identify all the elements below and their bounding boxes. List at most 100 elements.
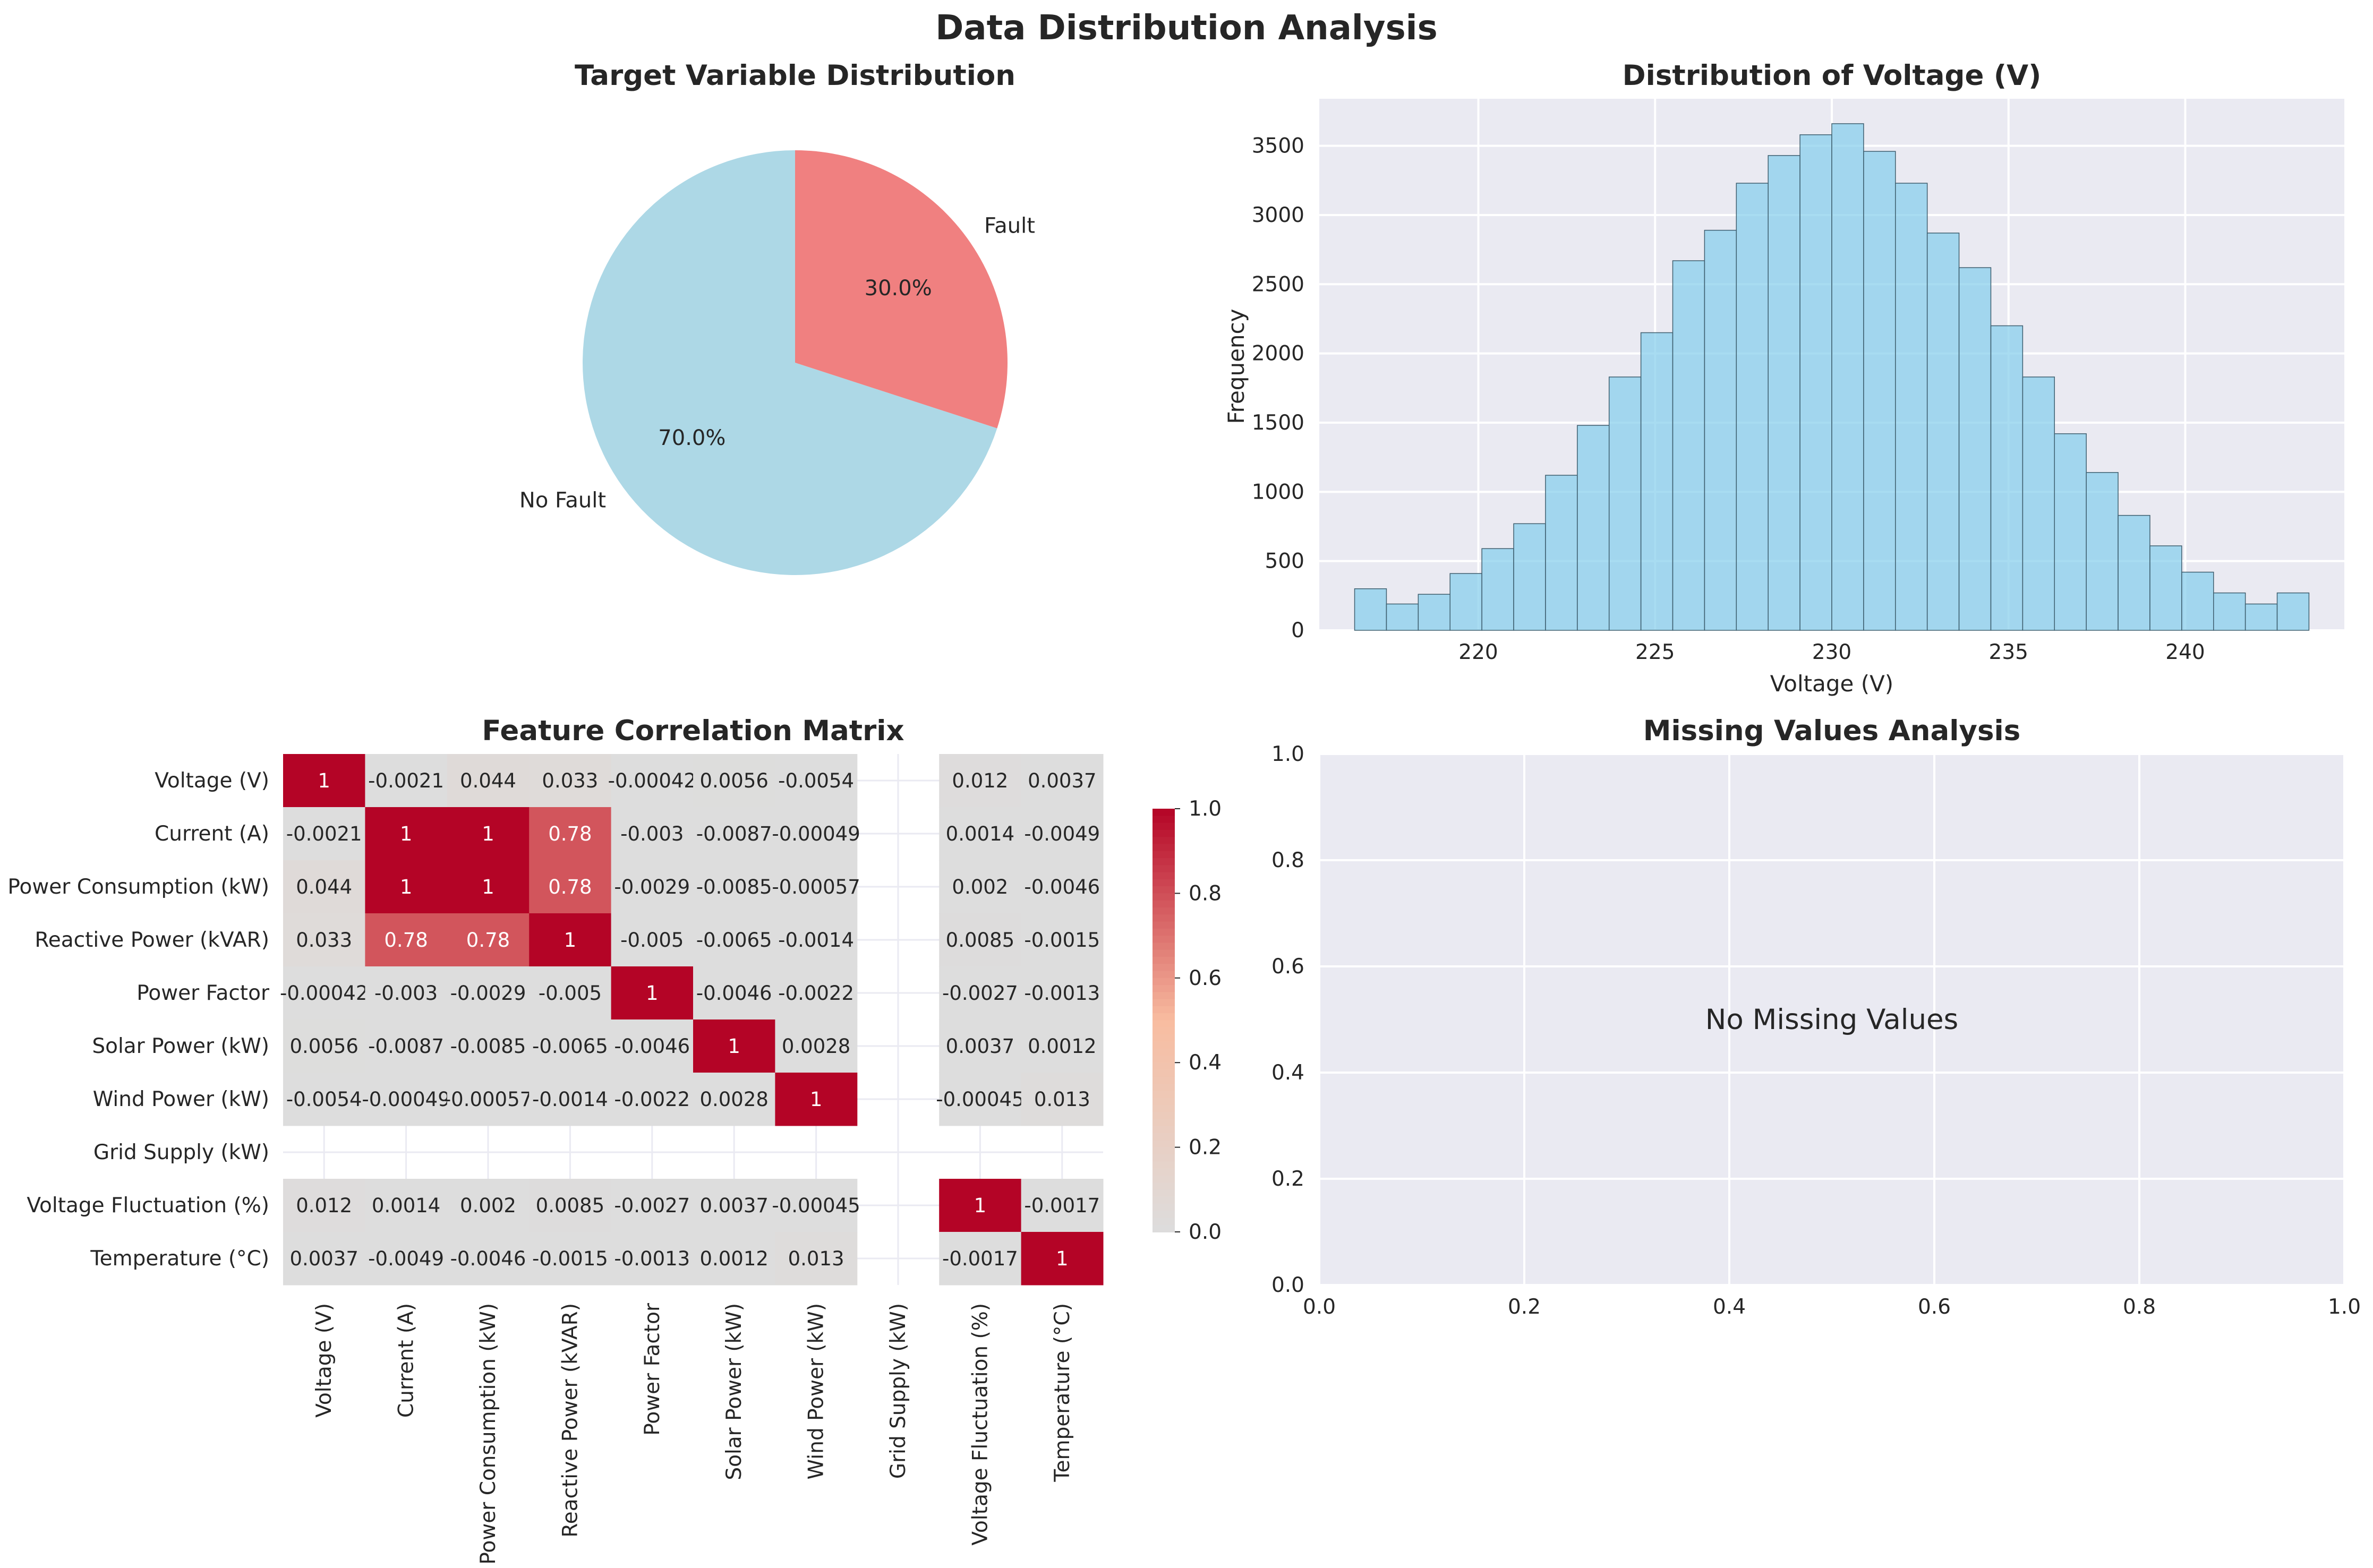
heatmap-cell xyxy=(1021,1232,1104,1286)
heatmap-cell-label: -0.00057 xyxy=(444,1088,532,1111)
heatmap-cell xyxy=(775,913,858,967)
heatmap-cell-label: -0.0014 xyxy=(778,929,854,952)
heatmap-cell xyxy=(447,1232,530,1286)
heatmap-cell xyxy=(775,1073,858,1126)
heatmap-cell xyxy=(447,913,530,967)
histogram-bar xyxy=(2022,376,2055,631)
heatmap-cell xyxy=(693,913,775,967)
heatmap-cell xyxy=(611,913,694,967)
heatmap-cell xyxy=(775,807,858,861)
heatmap-cell xyxy=(775,966,858,1020)
heatmap-cell-label: 1 xyxy=(318,769,330,792)
heatmap-cell xyxy=(939,1073,1022,1126)
colorbar-segment xyxy=(1153,936,1175,944)
heatmap-cell xyxy=(693,1019,775,1073)
heatmap-cell-label: -0.0021 xyxy=(286,822,362,845)
colorbar-segment xyxy=(1153,1154,1175,1162)
heatmap-cell-label: -0.0021 xyxy=(368,769,444,792)
heatmap-cell-label: 0.0014 xyxy=(372,1194,440,1217)
heatmap-cell-label: 1 xyxy=(564,929,577,952)
heatmap-cell-label: -0.0046 xyxy=(450,1247,526,1270)
heatmap-cell-label: 0.044 xyxy=(460,769,516,792)
histogram-bar xyxy=(1799,134,1832,631)
heatmap-cell-label: 0.0085 xyxy=(946,929,1014,952)
colorbar-segment xyxy=(1153,1189,1175,1197)
heatmap-row-label: Voltage Fluctuation (%) xyxy=(27,1194,269,1218)
heatmap-cell xyxy=(447,1179,530,1232)
heatmap-cell-label: -0.0027 xyxy=(614,1194,690,1217)
colorbar-segment xyxy=(1153,992,1175,1000)
heatmap-cell-label: -0.005 xyxy=(620,929,684,952)
heatmap-row-label: Power Consumption (kW) xyxy=(7,875,269,899)
histogram-y-tick: 3000 xyxy=(1252,203,1304,227)
heatmap-cell-label: 0.012 xyxy=(952,769,1008,792)
colorbar-tick-label: 0.4 xyxy=(1189,1051,1222,1075)
colorbar-segment xyxy=(1153,1048,1175,1056)
heatmap-cell xyxy=(283,966,365,1020)
colorbar-segment xyxy=(1153,886,1175,894)
heatmap-cell xyxy=(611,754,694,808)
heatmap-cell xyxy=(283,913,365,967)
heatmap-cell xyxy=(1021,860,1104,914)
heatmap-cell xyxy=(365,1073,448,1126)
colorbar-segment xyxy=(1153,1140,1175,1148)
colorbar-segment xyxy=(1153,1112,1175,1120)
heatmap-cell-label: -0.0022 xyxy=(778,982,854,1005)
heatmap-cell-label: 1 xyxy=(482,876,494,898)
histogram-bar xyxy=(1418,594,1450,631)
missing-x-tick: 0.0 xyxy=(1303,1295,1336,1319)
heatmap-col-label: Solar Power (kW) xyxy=(722,1303,746,1480)
heatmap-cell-label: 0.0028 xyxy=(699,1088,768,1111)
missing-values-plot-area xyxy=(1319,754,2344,1285)
histogram-bar xyxy=(1577,425,1610,631)
heatmap-cell-label: 0.0037 xyxy=(1028,769,1096,792)
colorbar-segment xyxy=(1153,1147,1175,1155)
colorbar-segment xyxy=(1153,907,1175,915)
colorbar-segment xyxy=(1153,985,1175,993)
heatmap-cell xyxy=(775,1179,858,1232)
histogram-bar xyxy=(2213,592,2246,631)
colorbar-segment xyxy=(1153,1119,1175,1127)
heatmap-cell-label: 0.78 xyxy=(466,929,510,952)
heatmap-cell-label: 0.002 xyxy=(952,876,1008,898)
heatmap-cell xyxy=(529,1179,612,1232)
heatmap-cell xyxy=(1021,913,1104,967)
missing-y-tick: 0.8 xyxy=(1271,849,1304,872)
histogram-x-tick: 240 xyxy=(2165,640,2205,664)
histogram-bar xyxy=(2149,545,2182,631)
heatmap-cell xyxy=(1021,1179,1104,1232)
heatmap-row-label: Power Factor xyxy=(136,981,270,1005)
heatmap-cell xyxy=(693,966,775,1020)
heatmap-row-label: Reactive Power (kVAR) xyxy=(35,928,269,952)
colorbar-segment xyxy=(1153,1055,1175,1064)
heatmap-col-label: Grid Supply (kW) xyxy=(886,1303,910,1479)
heatmap-cell-label: -0.003 xyxy=(620,822,684,845)
heatmap-cell xyxy=(365,754,448,808)
heatmap-cell xyxy=(529,913,612,967)
colorbar-segment xyxy=(1153,1020,1175,1028)
pie-label: Fault xyxy=(984,213,1035,238)
colorbar-segment xyxy=(1153,879,1175,887)
heatmap-cell-label: -0.0046 xyxy=(1024,876,1100,898)
heatmap-row-label: Wind Power (kW) xyxy=(93,1087,269,1111)
heatmap-cell-label: -0.0022 xyxy=(614,1088,690,1111)
heatmap-cell xyxy=(1021,807,1104,861)
heatmap-cell-label: -0.00042 xyxy=(608,769,696,792)
heatmap-col-label: Voltage (V) xyxy=(312,1303,336,1418)
heatmap-cell xyxy=(775,754,858,808)
heatmap-cell xyxy=(611,807,694,861)
missing-y-tick: 0.0 xyxy=(1271,1273,1304,1297)
heatmap-cell-label: 0.0012 xyxy=(699,1247,768,1270)
heatmap-cell-label: 0.78 xyxy=(548,822,592,845)
heatmap-cell-label: 0.0037 xyxy=(289,1247,358,1270)
histogram-bar xyxy=(1768,155,1800,631)
heatmap-row-label: Solar Power (kW) xyxy=(92,1034,269,1058)
pie-title: Target Variable Distribution xyxy=(575,59,1015,92)
heatmap-cell xyxy=(611,860,694,914)
heatmap-cell-label: -0.003 xyxy=(374,982,438,1005)
heatmap-cell xyxy=(939,860,1022,914)
heatmap-cell xyxy=(939,913,1022,967)
heatmap-cell-label: 0.002 xyxy=(460,1194,516,1217)
colorbar-tick-label: 0.0 xyxy=(1189,1220,1222,1244)
pie-percent-label: 30.0% xyxy=(865,276,932,301)
